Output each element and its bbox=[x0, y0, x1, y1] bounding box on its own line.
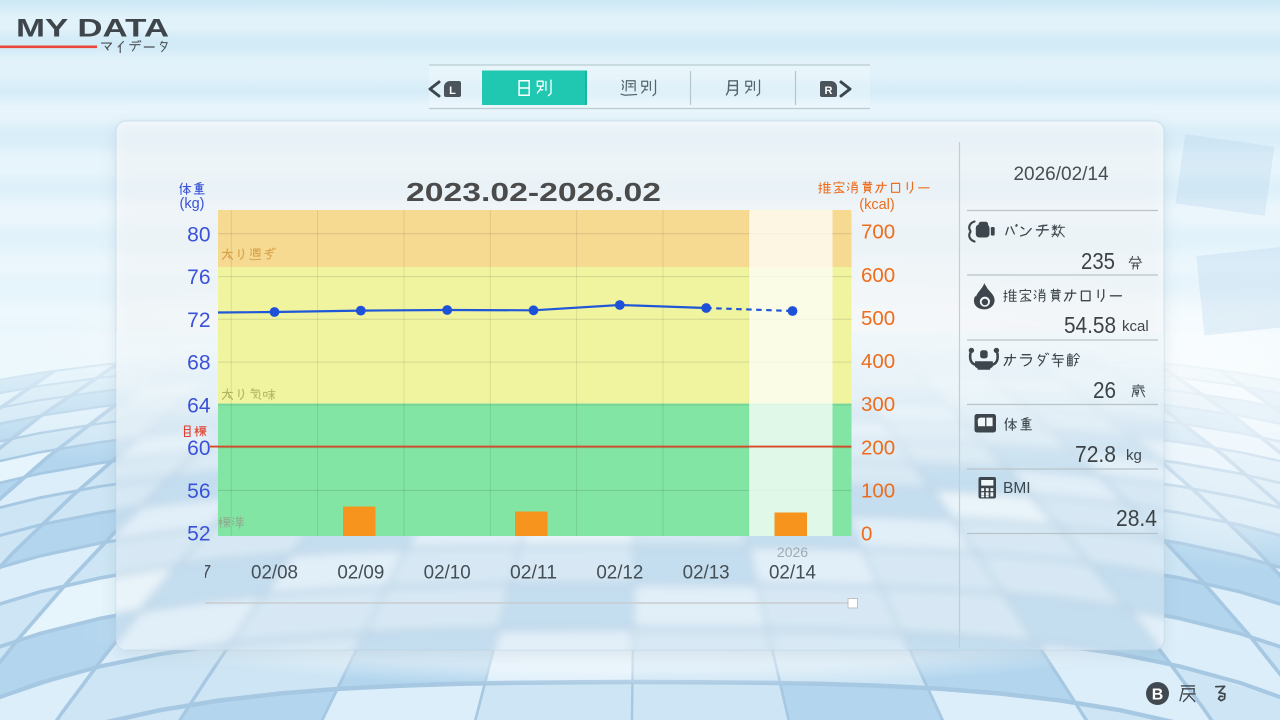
svg-text:100: 100 bbox=[861, 480, 895, 503]
svg-text:400: 400 bbox=[861, 350, 895, 373]
svg-text:2026: 2026 bbox=[777, 544, 808, 560]
svg-text:500: 500 bbox=[861, 307, 895, 330]
svg-text:60: 60 bbox=[187, 437, 210, 460]
svg-text:kg: kg bbox=[1126, 447, 1142, 464]
svg-text:0: 0 bbox=[861, 523, 872, 546]
svg-text:L: L bbox=[449, 85, 456, 97]
svg-text:80: 80 bbox=[187, 223, 210, 246]
svg-text:2023.02-2026.02: 2023.02-2026.02 bbox=[406, 177, 661, 207]
svg-text:200: 200 bbox=[861, 436, 895, 459]
svg-text:2026/02/14: 2026/02/14 bbox=[1013, 164, 1109, 185]
svg-text:B: B bbox=[1152, 687, 1164, 704]
svg-text:02/14: 02/14 bbox=[769, 562, 816, 584]
svg-text:68: 68 bbox=[187, 352, 210, 375]
svg-text:BMI: BMI bbox=[1003, 480, 1031, 497]
svg-text:700: 700 bbox=[861, 221, 895, 244]
svg-text:02/11: 02/11 bbox=[510, 562, 557, 584]
svg-text:02/12: 02/12 bbox=[596, 562, 643, 584]
svg-text:56: 56 bbox=[187, 480, 210, 503]
svg-text:(kcal): (kcal) bbox=[859, 197, 894, 213]
svg-text:52: 52 bbox=[187, 523, 210, 546]
svg-text:02/07: 02/07 bbox=[165, 561, 211, 582]
svg-text:72: 72 bbox=[187, 309, 210, 332]
svg-text:R: R bbox=[825, 85, 833, 97]
svg-text:300: 300 bbox=[861, 393, 895, 416]
svg-text:(kg): (kg) bbox=[180, 196, 205, 212]
svg-text:02/13: 02/13 bbox=[683, 562, 730, 584]
svg-text:26: 26 bbox=[1093, 377, 1116, 403]
svg-text:02/10: 02/10 bbox=[424, 562, 471, 584]
svg-text:76: 76 bbox=[187, 266, 210, 289]
svg-text:MY DATA: MY DATA bbox=[16, 15, 169, 43]
svg-text:72.8: 72.8 bbox=[1075, 441, 1116, 467]
svg-text:02/08: 02/08 bbox=[251, 562, 298, 584]
svg-text:64: 64 bbox=[187, 394, 211, 417]
svg-text:28.4: 28.4 bbox=[1116, 505, 1157, 531]
svg-text:600: 600 bbox=[861, 264, 895, 287]
svg-text:02/09: 02/09 bbox=[337, 562, 384, 584]
svg-text:235: 235 bbox=[1081, 248, 1115, 274]
svg-text:54.58: 54.58 bbox=[1064, 312, 1116, 338]
svg-text:kcal: kcal bbox=[1122, 318, 1149, 335]
